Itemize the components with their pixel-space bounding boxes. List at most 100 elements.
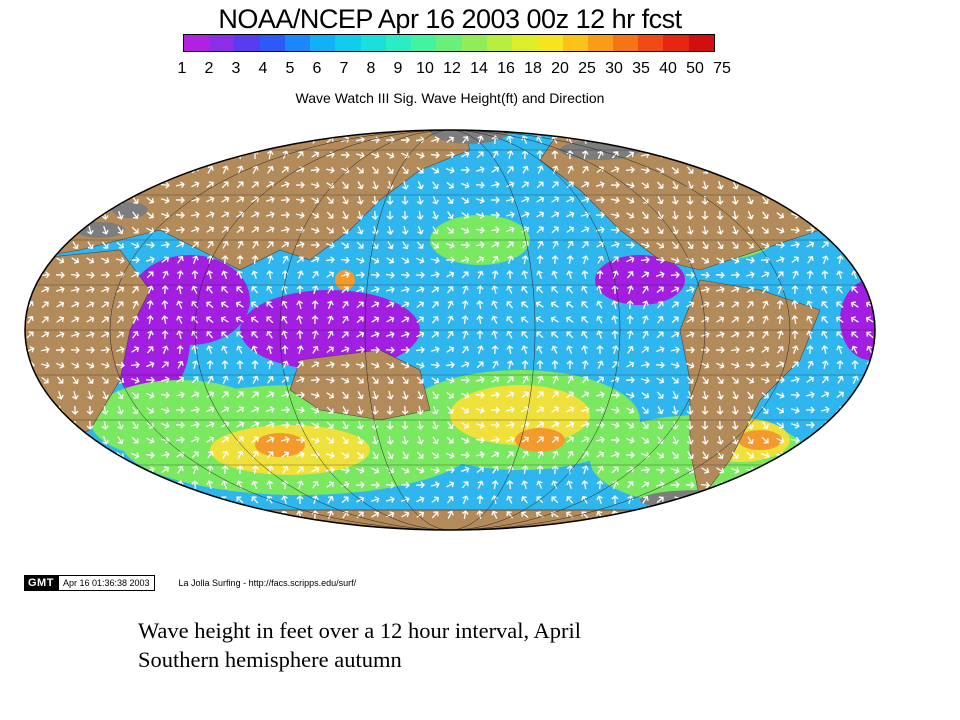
- wave-direction-arrow: [447, 331, 454, 339]
- wave-direction-arrow: [580, 421, 590, 428]
- wave-direction-arrow: [715, 286, 725, 293]
- wave-direction-arrow: [415, 271, 425, 279]
- wave-direction-arrow: [537, 450, 544, 459]
- wave-direction-arrow: [56, 257, 65, 264]
- wave-direction-arrow: [686, 362, 695, 369]
- wave-direction-arrow: [686, 316, 695, 323]
- wave-direction-arrow: [775, 241, 785, 249]
- wave-direction-arrow: [356, 420, 364, 430]
- colorbar-segment: [259, 35, 285, 51]
- wave-direction-arrow: [522, 375, 529, 384]
- wave-direction-arrow: [372, 451, 379, 459]
- wave-direction-arrow: [762, 421, 769, 429]
- wave-direction-arrow: [251, 301, 259, 308]
- wave-direction-arrow: [191, 480, 199, 490]
- wave-direction-arrow: [72, 376, 79, 384]
- wave-direction-arrow: [806, 330, 813, 340]
- wave-direction-arrow: [521, 511, 529, 519]
- wave-direction-arrow: [355, 346, 365, 354]
- wave-direction-arrow: [506, 511, 514, 519]
- wave-direction-arrow: [357, 436, 364, 445]
- wave-direction-arrow: [671, 376, 679, 384]
- wave-direction-arrow: [161, 315, 169, 325]
- wave-direction-arrow: [416, 451, 424, 459]
- wave-direction-arrow: [386, 420, 394, 430]
- wave-direction-arrow: [597, 255, 604, 264]
- wave-direction-arrow: [836, 181, 844, 189]
- wave-direction-arrow: [176, 241, 185, 248]
- wave-direction-arrow: [745, 481, 755, 488]
- wave-direction-arrow: [521, 465, 529, 475]
- wave-direction-arrow: [56, 195, 64, 205]
- wave-direction-arrow: [326, 437, 334, 444]
- wave-direction-arrow: [130, 167, 140, 174]
- wave-direction-arrow: [191, 391, 200, 398]
- wave-direction-arrow: [131, 286, 139, 294]
- wave-direction-arrow: [192, 465, 199, 474]
- wave-direction-arrow: [296, 376, 305, 383]
- wave-direction-arrow: [101, 316, 109, 323]
- wave-direction-arrow: [790, 436, 800, 444]
- wave-direction-arrow: [161, 466, 169, 473]
- wave-direction-arrow: [491, 270, 499, 280]
- wave-direction-arrow: [477, 480, 484, 489]
- wave-direction-arrow: [386, 331, 395, 338]
- wave-direction-arrow: [580, 211, 590, 218]
- wave-direction-arrow: [401, 257, 410, 264]
- wave-direction-arrow: [475, 391, 485, 399]
- wave-direction-arrow: [536, 465, 544, 475]
- wave-direction-arrow: [371, 467, 380, 474]
- wave-direction-arrow: [777, 330, 784, 340]
- wave-direction-arrow: [267, 255, 274, 265]
- wave-direction-arrow: [716, 467, 725, 474]
- wave-direction-arrow: [417, 436, 424, 445]
- wave-direction-arrow: [626, 466, 635, 473]
- wave-direction-arrow: [341, 242, 350, 249]
- wave-direction-arrow: [266, 345, 273, 355]
- wave-direction-arrow: [56, 316, 65, 323]
- colorbar-segment: [209, 35, 235, 51]
- land-mass: [289, 349, 431, 421]
- wave-direction-arrow: [715, 346, 725, 354]
- wave-direction-arrow: [717, 376, 724, 384]
- wave-direction-arrow: [537, 375, 544, 384]
- wave-direction-arrow: [790, 407, 800, 414]
- wave-direction-arrow: [582, 465, 589, 475]
- wave-direction-arrow: [866, 226, 874, 234]
- wave-direction-arrow: [701, 467, 710, 474]
- wave-direction-arrow: [821, 495, 828, 504]
- wave-direction-arrow: [40, 362, 50, 369]
- wave-direction-arrow: [521, 270, 528, 280]
- wave-direction-arrow: [130, 151, 140, 159]
- wave-direction-arrow: [671, 511, 679, 519]
- wave-direction-arrow: [310, 451, 320, 459]
- wave-direction-arrow: [296, 256, 304, 264]
- wave-direction-arrow: [387, 451, 394, 460]
- wave-direction-arrow: [251, 226, 259, 233]
- wave-direction-arrow: [776, 392, 785, 399]
- wave-direction-arrow: [701, 511, 710, 518]
- wave-direction-arrow: [191, 181, 200, 188]
- wave-direction-arrow: [821, 301, 829, 309]
- wave-direction-arrow: [836, 421, 845, 428]
- wave-direction-arrow: [416, 511, 424, 518]
- wave-direction-arrow: [490, 181, 500, 189]
- wave-direction-arrow: [821, 511, 829, 519]
- wave-direction-arrow: [880, 450, 889, 460]
- wave-direction-arrow: [776, 151, 785, 158]
- colorbar-tick-label: 35: [632, 60, 650, 77]
- wave-direction-arrow: [791, 495, 799, 505]
- wave-direction-arrow: [41, 241, 49, 249]
- wave-direction-arrow: [627, 481, 634, 489]
- wave-direction-arrow: [432, 406, 439, 415]
- wave-direction-arrow: [566, 406, 575, 413]
- wave-direction-arrow: [731, 511, 739, 518]
- wave-direction-arrow: [236, 196, 245, 203]
- wave-direction-arrow: [566, 286, 574, 294]
- wave-direction-arrow: [311, 437, 320, 444]
- wave-direction-arrow: [521, 391, 529, 398]
- wave-direction-arrow: [611, 376, 620, 383]
- wave-direction-arrow: [521, 345, 528, 354]
- wave-direction-arrow: [221, 465, 229, 475]
- wave-direction-arrow: [371, 316, 380, 323]
